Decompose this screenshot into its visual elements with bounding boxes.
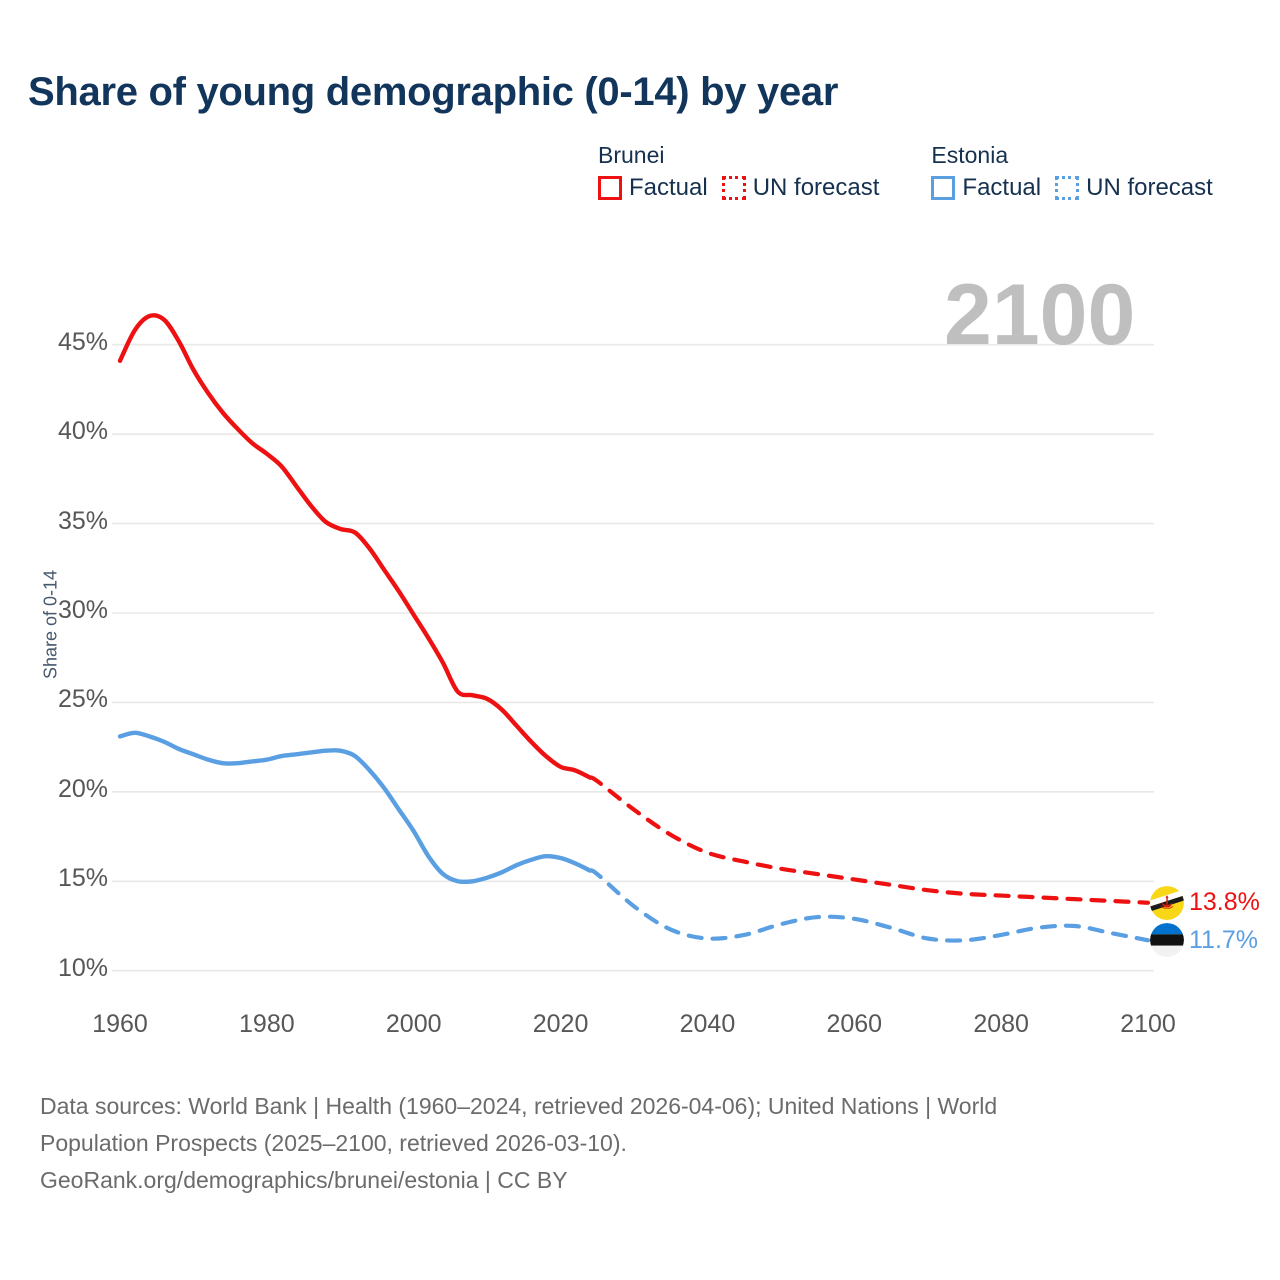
brunei-flag-icon: [1150, 885, 1184, 920]
y-tick-label: 25%: [57, 685, 108, 714]
estonia-end-label: 11.7%: [1150, 923, 1259, 958]
x-tick-label: 2040: [679, 1010, 736, 1038]
legend-swatch-solid-blue-icon: [931, 176, 956, 200]
chart-legend: Brunei Factual UN forecast Estonia Factu…: [598, 142, 1213, 202]
legend-group-brunei: Brunei Factual UN forecast: [598, 142, 879, 202]
estonia-flag-icon: [1150, 923, 1184, 958]
brunei-end-label: 13.8%: [1150, 885, 1260, 920]
legend-item-estonia-factual[interactable]: Factual: [931, 174, 1041, 202]
legend-country-estonia: Estonia: [931, 142, 1009, 168]
legend-swatch-solid-red-icon: [598, 176, 622, 200]
y-tick-label: 15%: [57, 864, 108, 893]
legend-group-estonia: Estonia Factual UN forecast: [931, 142, 1213, 202]
legend-row-brunei: Factual UN forecast: [598, 174, 879, 202]
x-tick-label: 2020: [532, 1010, 589, 1038]
legend-item-brunei-factual[interactable]: Factual: [598, 174, 708, 202]
legend-item-brunei-forecast[interactable]: UN forecast: [721, 174, 880, 202]
series-lines: [117, 313, 1151, 943]
y-tick-label: 40%: [57, 417, 108, 446]
x-tick-label: 2060: [826, 1010, 883, 1038]
year-watermark: 2100: [944, 267, 1136, 363]
x-tick-label: 2080: [973, 1010, 1029, 1038]
legend-country-brunei: Brunei: [598, 142, 665, 168]
legend-label-estonia-factual: Factual: [962, 174, 1042, 201]
brunei-end-value: 13.8%: [1189, 888, 1260, 917]
x-tick-label: 2000: [385, 1010, 442, 1038]
legend-label-brunei-forecast: UN forecast: [752, 174, 880, 201]
gridlines: [112, 343, 1154, 972]
legend-swatch-dotted-red-icon: [721, 176, 746, 200]
legend-row-estonia: Factual UN forecast: [931, 174, 1213, 202]
legend-label-brunei-factual: Factual: [629, 174, 708, 201]
x-tick-label: 2100: [1120, 1010, 1176, 1038]
x-tick-label: 1980: [239, 1010, 295, 1038]
y-tick-label: 45%: [57, 327, 108, 356]
legend-item-estonia-forecast[interactable]: UN forecast: [1055, 174, 1213, 202]
y-tick-label: 20%: [57, 774, 108, 803]
y-tick-label: 10%: [57, 953, 108, 982]
page-title: Share of young demographic (0-14) by yea…: [28, 70, 839, 114]
estonia-forecast-line: [587, 868, 1151, 943]
chart-svg: [112, 313, 1154, 972]
footer-sources: Data sources: World Bank | Health (1960–…: [40, 1088, 1220, 1199]
legend-swatch-dotted-blue-icon: [1055, 176, 1080, 200]
estonia-factual-line: [117, 730, 593, 885]
estonia-end-value: 11.7%: [1189, 925, 1259, 954]
legend-label-estonia-forecast: UN forecast: [1086, 174, 1213, 201]
brunei-forecast-line: [587, 775, 1151, 905]
footer-line-1: Data sources: World Bank | Health (1960–…: [40, 1093, 998, 1119]
x-tick-label: 1960: [92, 1010, 148, 1038]
footer-line-2: Population Prospects (2025–2100, retriev…: [40, 1130, 627, 1156]
y-tick-label: 35%: [57, 506, 108, 535]
y-tick-label: 30%: [57, 595, 108, 624]
brunei-factual-line: [117, 313, 593, 780]
footer-line-3: GeoRank.org/demographics/brunei/estonia …: [40, 1167, 568, 1193]
plot-area: 2100 Share of 0-14 10% 15% 20% 25% 30% 35% 40%…: [41, 267, 1260, 1038]
